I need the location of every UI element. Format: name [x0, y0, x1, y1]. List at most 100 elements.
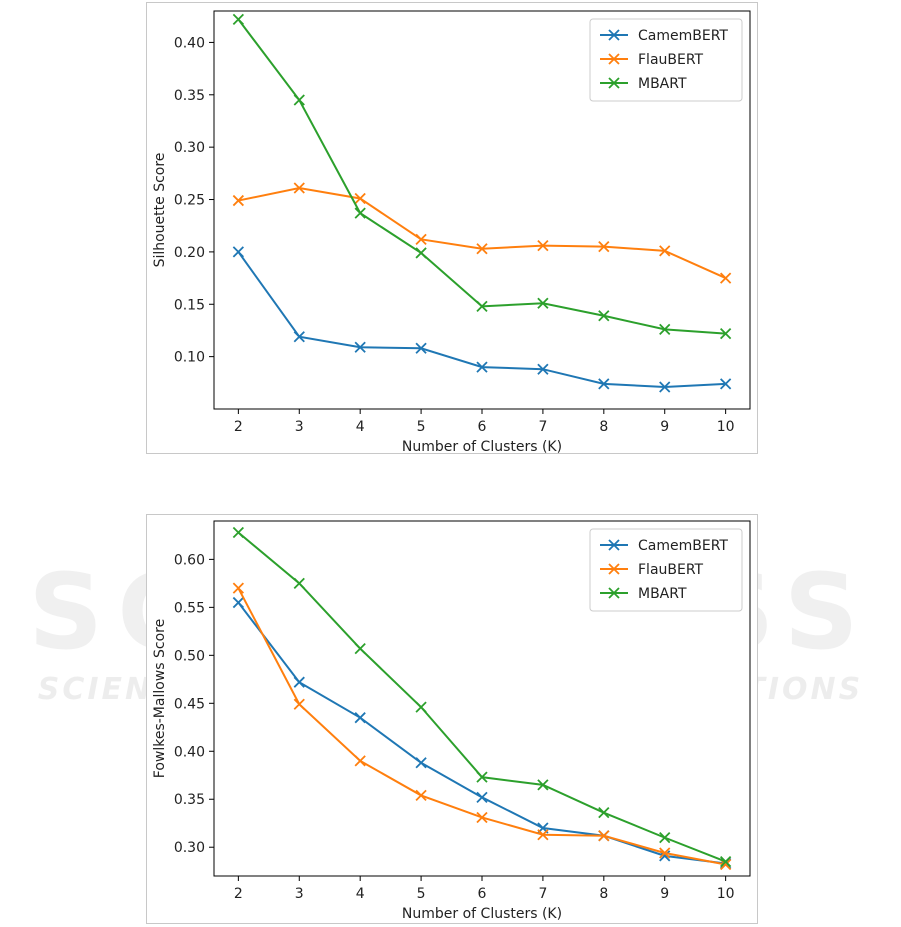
silhouette-xtick-label: 4 [356, 419, 365, 435]
silhouette-legend-marker-camembert [608, 29, 620, 41]
fm-point-camembert [476, 791, 488, 803]
fm-legend-box [589, 528, 743, 612]
fm-legend: CamemBERT FlauBERT MBART [589, 528, 743, 612]
fowlkes-mallows-chart: 0.30 0.35 0.40 0.45 0.50 0.55 0.60 2 3 4 5 6 7 8 9 10 Nu… [146, 514, 758, 924]
silhouette-point-camembert [232, 246, 244, 258]
silhouette-point-camembert [415, 342, 427, 354]
fm-point-flaubert [415, 789, 427, 802]
silhouette-point-mbart [415, 247, 427, 259]
silhouette-point-camembert [598, 378, 610, 390]
silhouette-legend-marker-mbart [608, 77, 620, 89]
fm-xtick-label: 10 [717, 886, 735, 902]
fowlkes-mallows-chart-svg: 0.30 0.35 0.40 0.45 0.50 0.55 0.60 2 3 4 5 6 7 8 9 10 Nu… [152, 520, 751, 922]
fm-xtick-label: 3 [295, 886, 304, 902]
fm-legend-label-camembert: CamemBERT [638, 538, 728, 554]
silhouette-xtick-label: 5 [417, 419, 426, 435]
fm-ytick-label: 0.50 [174, 648, 205, 664]
fm-point-mbart [415, 701, 427, 713]
silhouette-point-flaubert [354, 192, 366, 205]
silhouette-point-mbart [659, 323, 671, 336]
silhouette-ytick-label: 0.40 [174, 35, 205, 51]
silhouette-xtick-label: 7 [538, 419, 547, 435]
silhouette-ytick-label: 0.35 [174, 88, 205, 104]
fm-point-camembert [415, 757, 427, 769]
fm-point-mbart [232, 526, 244, 539]
fm-series-line-flaubert [237, 587, 726, 866]
fm-legend-marker-camembert [608, 539, 620, 551]
silhouette-point-mbart [598, 310, 610, 322]
fm-xtick-label: 4 [356, 886, 365, 902]
silhouette-chart: 0.10 0.15 0.20 0.25 0.30 0.35 0.40 2 3 4 5 6 7 8 9 10 Nu… [146, 2, 758, 455]
fm-point-camembert [232, 596, 244, 609]
silhouette-ytick-label: 0.20 [174, 245, 205, 261]
silhouette-point-flaubert [415, 233, 427, 245]
silhouette-legend: CamemBERT FlauBERT MBART [589, 18, 743, 102]
silhouette-xtick-label: 10 [717, 419, 735, 435]
silhouette-point-camembert [537, 363, 549, 375]
fm-ytick-label: 0.60 [174, 552, 205, 568]
silhouette-legend-marker-flaubert [608, 53, 620, 65]
silhouette-xtick-label: 3 [295, 419, 304, 435]
fm-point-flaubert [476, 811, 488, 824]
silhouette-point-mbart [354, 207, 366, 219]
silhouette-xtick-label: 8 [599, 419, 608, 435]
silhouette-legend-box [589, 18, 743, 102]
fm-point-flaubert [354, 755, 366, 767]
silhouette-point-flaubert [232, 194, 244, 207]
silhouette-point-camembert [476, 361, 488, 373]
fm-point-camembert [354, 712, 366, 724]
fm-ytick-label: 0.30 [174, 840, 205, 856]
fm-point-flaubert [598, 830, 610, 842]
silhouette-point-flaubert [598, 241, 610, 253]
fm-xtick-label: 9 [660, 886, 669, 902]
fm-point-flaubert [293, 698, 305, 710]
fm-point-flaubert [232, 582, 244, 594]
fm-ytick-label: 0.55 [174, 600, 205, 616]
silhouette-point-flaubert [293, 182, 305, 194]
fm-point-mbart [476, 771, 488, 783]
fm-point-mbart [354, 642, 366, 655]
silhouette-ytick-label: 0.10 [174, 350, 205, 366]
silhouette-point-flaubert [659, 245, 671, 257]
silhouette-ytick-label: 0.30 [174, 140, 205, 156]
silhouette-series-line-flaubert [238, 186, 727, 279]
silhouette-legend-label-mbart: MBART [638, 76, 687, 92]
silhouette-xtick-label: 9 [660, 419, 669, 435]
silhouette-xtick-label: 2 [234, 419, 243, 435]
silhouette-point-mbart [537, 297, 549, 309]
fm-legend-label-mbart: MBART [638, 586, 687, 602]
fm-xtick-label: 7 [538, 886, 547, 902]
fm-legend-label-flaubert: FlauBERT [638, 562, 704, 578]
fm-point-flaubert [659, 847, 671, 859]
silhouette-point-flaubert [719, 272, 732, 284]
fm-xtick-label: 2 [234, 886, 243, 902]
fm-point-mbart [293, 577, 305, 590]
silhouette-point-camembert [719, 378, 732, 390]
silhouette-point-flaubert [537, 239, 549, 252]
silhouette-point-mbart [293, 94, 305, 106]
fm-ylabel: Fowlkes-Mallows Score [152, 619, 168, 778]
fm-point-camembert [293, 676, 305, 688]
silhouette-point-mbart [476, 300, 488, 312]
fm-ytick-label: 0.40 [174, 744, 205, 760]
silhouette-xlabel: Number of Clusters (K) [402, 439, 562, 453]
fm-point-mbart [719, 855, 732, 868]
silhouette-point-flaubert [476, 243, 488, 255]
fm-point-mbart [537, 779, 549, 791]
silhouette-point-camembert [659, 381, 671, 393]
fm-series-line-camembert [237, 601, 726, 865]
fm-point-mbart [659, 831, 671, 844]
fm-point-mbart [598, 807, 610, 819]
fm-point-flaubert [537, 829, 549, 841]
fm-ytick-label: 0.45 [174, 696, 205, 712]
silhouette-chart-svg: 0.10 0.15 0.20 0.25 0.30 0.35 0.40 2 3 4 5 6 7 8 9 10 Nu… [152, 10, 751, 455]
fm-ytick-label: 0.35 [174, 792, 205, 808]
fm-legend-marker-flaubert [608, 563, 620, 575]
fm-xtick-label: 6 [478, 886, 487, 902]
silhouette-ylabel: Silhouette Score [152, 153, 168, 268]
fm-legend-marker-mbart [608, 587, 620, 599]
fm-xtick-label: 5 [417, 886, 426, 902]
silhouette-legend-label-flaubert: FlauBERT [638, 52, 704, 68]
silhouette-point-mbart [232, 13, 244, 26]
fm-xtick-label: 8 [599, 886, 608, 902]
